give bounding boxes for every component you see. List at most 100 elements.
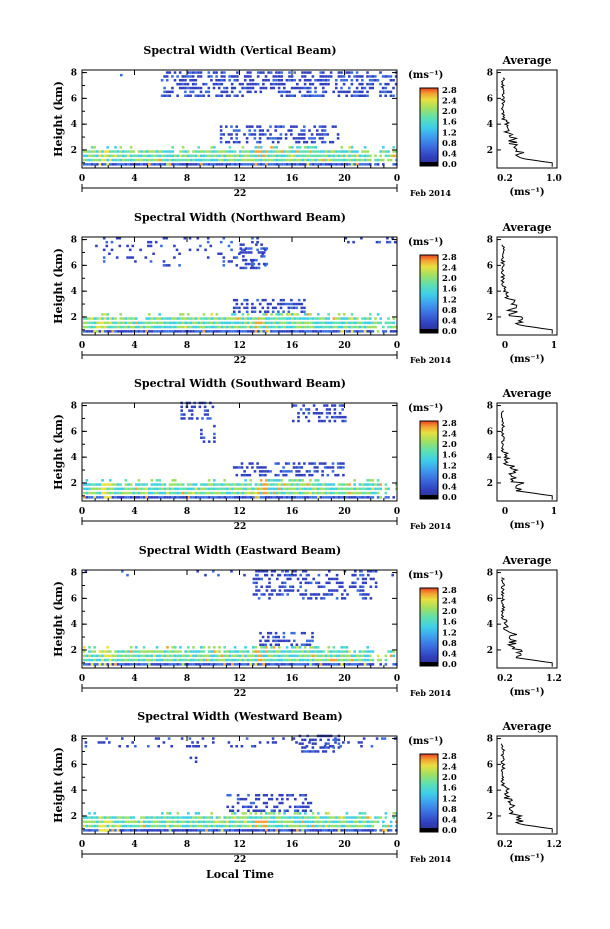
heatmap-cells [83, 734, 398, 832]
heatmap-cell [296, 487, 299, 491]
heatmap-cell [296, 809, 300, 812]
heatmap-cell [345, 90, 348, 94]
heatmap-cell [187, 663, 190, 666]
heatmap-cell [83, 658, 86, 662]
heatmap-cell [127, 321, 130, 325]
heatmap-cell [384, 658, 388, 662]
heatmap-cell [174, 483, 177, 486]
heatmap-cell [256, 71, 260, 74]
heatmap-cell [285, 325, 289, 329]
heatmap-cell [205, 654, 208, 658]
heatmap-cell [318, 137, 322, 140]
heatmap-cell [392, 150, 395, 153]
heatmap-cell [167, 737, 171, 740]
heatmap-cell [124, 158, 128, 162]
heatmap-cell [301, 738, 304, 742]
heatmap-cell [153, 491, 156, 495]
heatmap-cell [241, 163, 245, 166]
heatmap-cell [309, 820, 312, 824]
heatmap-cell [137, 496, 141, 499]
heatmap-cell [366, 658, 369, 662]
heatmap-cell [260, 809, 263, 812]
colorbar-tick-label: 2.4 [442, 763, 457, 773]
heatmap-cell [332, 820, 336, 824]
heatmap-cell [168, 829, 172, 832]
average-y-tick-label: 6 [487, 427, 493, 437]
heatmap-cell [115, 256, 119, 259]
heatmap-cell [327, 317, 330, 320]
heatmap-cell [387, 158, 390, 162]
heatmap-cell [210, 154, 213, 158]
heatmap-cell [304, 589, 308, 592]
heatmap-cell [319, 816, 323, 819]
heatmap-cell [200, 829, 203, 832]
heatmap-cell [304, 650, 307, 653]
heatmap-cell [106, 824, 109, 828]
heatmap-cell [212, 741, 215, 744]
heatmap-cell [233, 824, 237, 828]
heatmap-cell [194, 650, 198, 653]
heatmap-cell [158, 313, 161, 316]
heatmap-cell [299, 593, 302, 596]
heatmap-cell [301, 158, 304, 162]
heatmap-cell [96, 654, 99, 658]
heatmap-cell [314, 158, 317, 162]
heatmap-cell [168, 824, 172, 828]
heatmap-cell [343, 658, 346, 662]
heatmap-cell [330, 150, 333, 153]
heatmap-cell [161, 321, 164, 325]
heatmap-cell [223, 496, 226, 499]
heatmap-cell [202, 650, 206, 653]
heatmap-cell [119, 658, 122, 662]
heatmap-cell [191, 90, 195, 94]
heatmap-cell [361, 317, 364, 320]
heatmap-cell [342, 79, 346, 82]
heatmap-cell [257, 597, 261, 600]
heatmap-cell [283, 816, 286, 819]
heatmap-cell [254, 330, 258, 333]
heatmap-cell [197, 154, 200, 158]
heatmap-cell [259, 163, 263, 166]
heatmap-cell [181, 491, 185, 495]
heatmap-cell [374, 585, 378, 588]
heatmap-cell [148, 313, 151, 316]
heatmap-cell [171, 154, 174, 158]
heatmap-cell [245, 140, 249, 144]
heatmap-cell [301, 75, 304, 78]
heatmap-cell [119, 496, 122, 499]
heatmap-cell [132, 321, 135, 325]
heatmap-cell [191, 741, 194, 744]
heatmap-cell [335, 79, 338, 82]
heatmap-cell [194, 487, 198, 491]
heatmap-cell [290, 302, 293, 306]
heatmap-cell [137, 487, 141, 491]
heatmap-cell [280, 820, 284, 824]
heatmap-cell [259, 154, 263, 158]
heatmap-cell [272, 82, 276, 86]
heatmap-cell [88, 154, 91, 158]
heatmap-cell [85, 158, 89, 162]
heatmap-cell [158, 820, 161, 824]
heatmap-cell [279, 125, 283, 128]
heatmap-cell [337, 321, 341, 325]
heatmap-cell [353, 90, 356, 94]
heatmap-cell [197, 163, 200, 166]
heatmap-cell [145, 650, 148, 653]
heatmap-cell [145, 317, 148, 320]
heatmap-cell [345, 150, 349, 153]
heatmap-cell [369, 650, 372, 653]
heatmap-cell [212, 737, 215, 740]
heatmap-cell [258, 140, 262, 144]
heatmap-cell [379, 150, 382, 153]
heatmap-cell [353, 816, 356, 819]
heatmap-cell [127, 824, 130, 828]
heatmap-cell [155, 663, 159, 666]
heatmap-cell [178, 264, 181, 267]
heatmap-cell [218, 646, 221, 649]
heatmap-cell [142, 646, 146, 649]
heatmap-cell [184, 491, 187, 495]
heatmap-cell [267, 812, 271, 815]
colorbar-floor [420, 495, 438, 499]
heatmap-cell [226, 650, 229, 653]
heatmap-cell [223, 154, 226, 158]
